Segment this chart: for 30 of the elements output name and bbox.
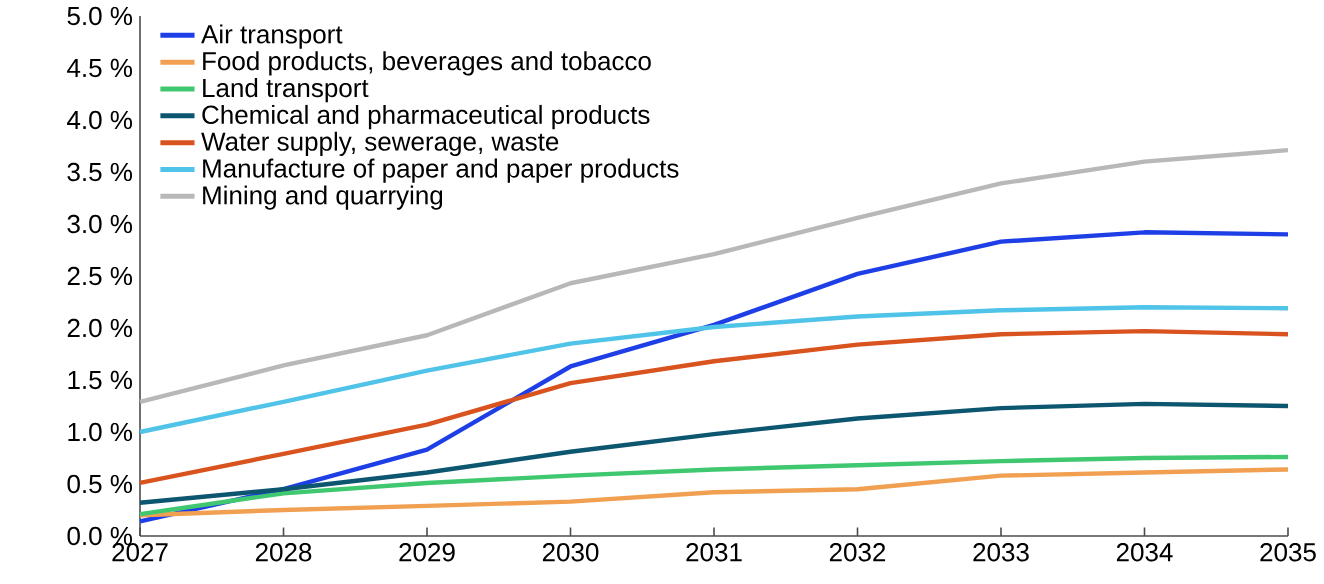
line-series (137, 304, 1291, 435)
legend-label: Water supply, sewerage, waste (201, 131, 559, 156)
line-series (137, 328, 1291, 486)
line-series (137, 401, 1291, 505)
x-tick-label: 2033 (973, 543, 1029, 562)
x-tick-label: 2028 (255, 543, 312, 562)
y-tick-label: 4.0 % (67, 110, 133, 130)
x-tick-label: 2029 (399, 543, 455, 562)
line-series (137, 467, 1291, 518)
legend-label: Air transport (201, 24, 343, 49)
y-tick-label: 3.0 % (67, 214, 133, 234)
y-tick-label: 2.5 % (67, 266, 133, 286)
legend-label: Land transport (203, 78, 369, 103)
line-series (137, 454, 1291, 517)
x-tick-label: 2032 (829, 543, 886, 562)
y-tick-label: 4.5 % (67, 58, 133, 78)
x-tick-label: 2030 (542, 543, 599, 562)
legend-label: Chemical and pharmaceutical products (202, 104, 650, 130)
x-tick-label: 2034 (1116, 543, 1173, 562)
y-tick-label: 1.0 % (68, 422, 133, 442)
legend-label: Manufacture of paper and paper products (203, 158, 679, 183)
x-tick-label: 2031 (686, 543, 742, 562)
legend-label: Food products, beverages and tobacco (203, 51, 651, 76)
legend-label: Mining and quarrying (203, 185, 443, 210)
y-tick-label: 3.5 % (67, 162, 133, 182)
x-tick-label: 2035 (1260, 543, 1316, 562)
y-tick-label: 5.0 % (67, 6, 133, 26)
y-tick-label: 0.5 % (67, 474, 133, 494)
y-tick-label: 2.0 % (67, 318, 133, 338)
y-tick-label: 1.5 % (68, 370, 133, 390)
